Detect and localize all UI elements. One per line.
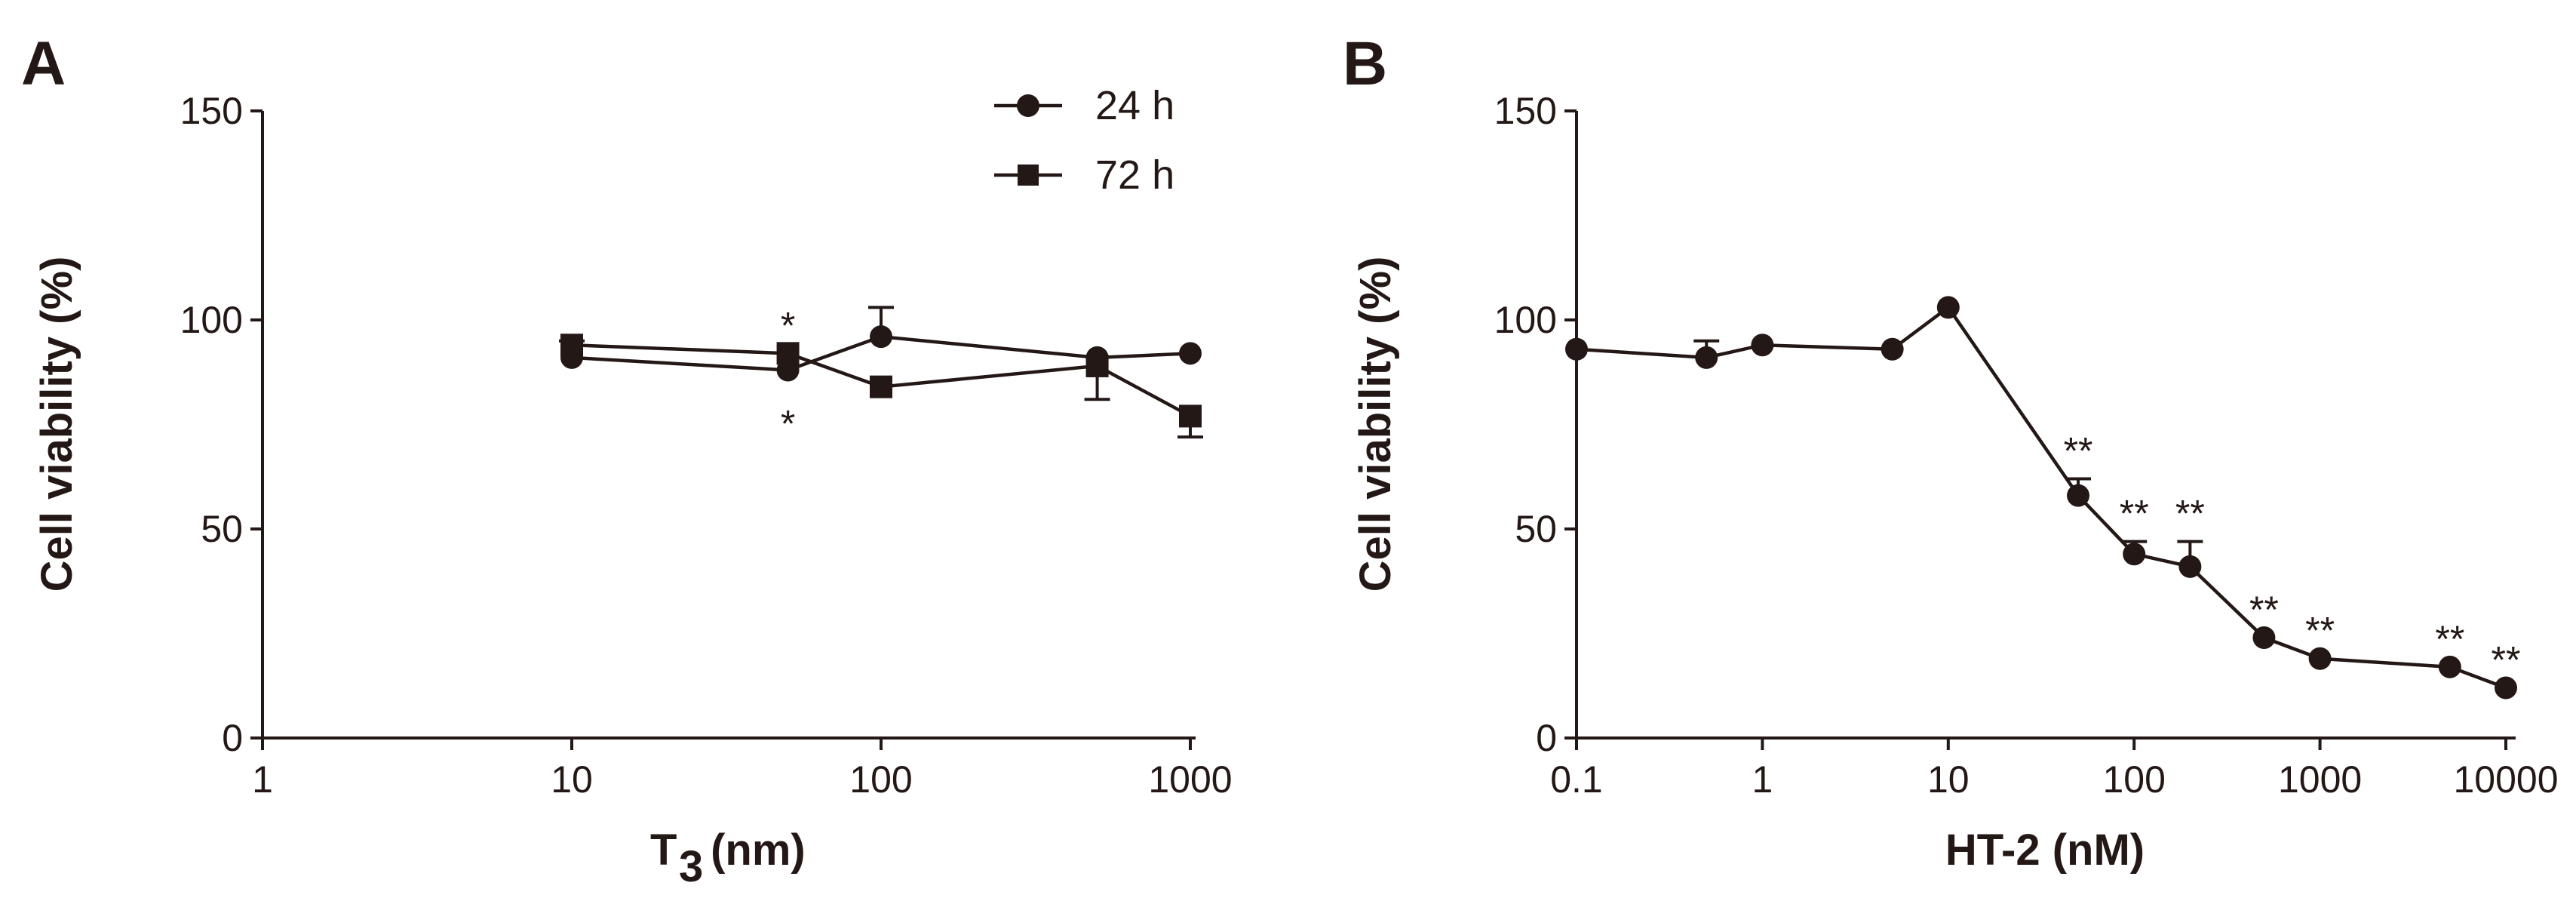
x-tick-label: 0.1 [1550,758,1603,801]
data-point-circle [2495,676,2517,700]
x-tick-label: 1000 [1148,758,1232,801]
data-point-square [776,342,800,365]
data-point-circle [2438,655,2461,678]
x-tick-label: 10000 [2453,758,2558,801]
y-tick-label: 0 [222,717,243,759]
significance-marker: ** [2175,493,2205,535]
data-point-circle [2252,626,2276,650]
panel-b-y-axis-title: Cell viability (%) [1351,257,1400,592]
panel-b-plot-area: ** ** ** ** ** ** ** [1565,296,2521,700]
data-point-circle [2123,543,2146,566]
data-point-circle [1695,346,1718,369]
y-tick-label: 100 [180,299,243,341]
series-line-ht-2 [1576,305,2507,690]
legend-24h-circle-marker [1017,94,1039,117]
legend-72h-square-marker [1018,165,1039,186]
y-tick-label: 100 [1494,299,1557,341]
significance-marker: ** [2064,430,2093,472]
panel-b-label: B [1343,29,1387,98]
x-tick-label: 100 [849,758,912,801]
x-tick-label: 1 [1752,758,1773,801]
panel-b: B 0 50 100 150 0.1 1 10 100 1000 10000 Cell viabi… [1343,29,2559,875]
data-point-circle [870,325,892,349]
y-tick-label: 150 [1494,90,1557,132]
panel-b-ticks: 0 50 100 150 0.1 1 10 100 1000 10000 [1494,90,2559,801]
significance-marker: * [781,304,795,346]
legend-entry-72h: 72 h [994,152,1174,198]
x-tick-label: 10 [1927,758,1970,801]
y-tick-label: 150 [180,90,243,132]
significance-marker: ** [2305,610,2335,652]
data-point-circle [1936,296,1960,319]
panel-a-x-title-rest: (nm) [698,826,806,875]
data-point-square [560,334,583,357]
y-tick-label: 50 [1515,508,1557,550]
legend-entry-24h: 24 h [994,83,1174,128]
significance-marker: ** [2492,639,2521,681]
panel-a-x-title-main: T [650,826,677,875]
y-tick-label: 0 [1536,717,1557,759]
significance-marker: ** [2249,589,2279,631]
x-tick-label: 10 [551,758,593,801]
panel-a-ticks: 0 50 100 150 1 10 100 1000 [180,90,1233,801]
data-point-circle [1751,334,1774,357]
panel-a-plot-area: ** [559,304,1203,444]
x-tick-label: 1 [252,758,273,801]
data-point-circle [2067,484,2090,507]
panel-a: A 0 50 100 150 1 10 100 1000 Cell viability (%)… [21,29,1233,891]
data-point-square [870,375,892,398]
data-point-square [1179,404,1202,428]
x-tick-label: 100 [2102,758,2165,801]
x-tick-label: 1000 [2278,758,2362,801]
data-point-circle [1179,342,1202,365]
panel-a-x-title-sub: 3 [679,842,703,891]
significance-marker: * [781,402,795,444]
data-point-circle [2308,647,2332,670]
panel-a-x-axis-title: T 3 (nm) [650,826,806,891]
panel-b-x-axis-title: HT-2 (nM) [1945,826,2145,875]
panel-a-label: A [21,29,66,98]
data-point-circle [1565,337,1588,361]
data-point-circle [2178,555,2202,578]
data-point-square [1085,354,1109,377]
legend-72h-label: 72 h [1095,152,1174,198]
legend-24h-label: 24 h [1095,83,1174,128]
data-point-circle [1881,337,1904,361]
panel-a-legend: 24 h 72 h [994,83,1174,198]
significance-marker: ** [2120,493,2149,535]
significance-marker: ** [2435,618,2464,660]
y-tick-label: 50 [201,508,243,550]
panel-a-y-axis-title: Cell viability (%) [32,257,81,592]
